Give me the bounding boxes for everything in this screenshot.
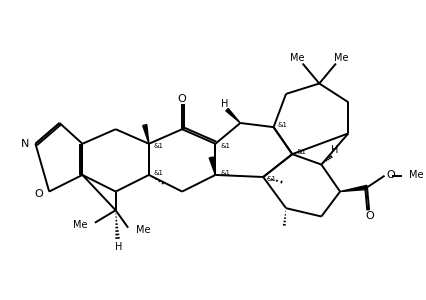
Text: O: O [387,170,395,180]
Text: &1: &1 [267,176,276,182]
Polygon shape [340,185,367,192]
Text: &1: &1 [154,143,164,149]
Text: H: H [115,242,122,252]
Text: Me: Me [135,225,150,235]
Polygon shape [209,157,216,175]
Text: O: O [366,211,374,221]
Text: H: H [331,146,339,155]
Text: O: O [34,189,43,199]
Text: O: O [178,94,187,104]
Text: &1: &1 [296,149,306,155]
Text: Me: Me [409,170,424,180]
Text: &1: &1 [220,170,230,176]
Text: Me: Me [291,53,305,63]
Text: &1: &1 [154,170,164,176]
Text: Me: Me [334,53,348,63]
Text: H: H [221,99,229,109]
Text: &1: &1 [278,122,288,128]
Text: N: N [21,139,29,149]
Text: Me: Me [73,220,87,230]
Polygon shape [226,109,240,123]
Text: &1: &1 [220,143,230,149]
Polygon shape [143,124,149,144]
